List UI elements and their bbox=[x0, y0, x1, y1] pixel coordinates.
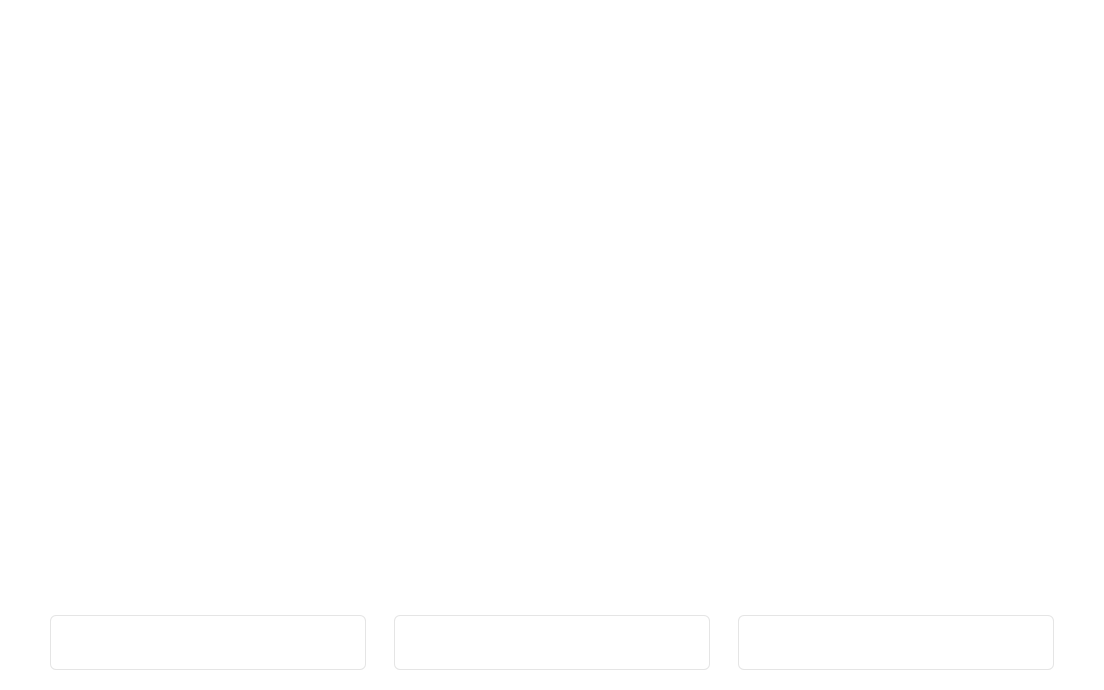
legend-avg-title bbox=[544, 636, 561, 645]
legend-min-title bbox=[200, 636, 217, 645]
legend-avg-dot-icon bbox=[544, 636, 553, 645]
legend-card-min bbox=[50, 615, 366, 670]
gauge-chart-container bbox=[0, 0, 1104, 690]
legend-min-dot-icon bbox=[200, 636, 209, 645]
legend-card-avg bbox=[394, 615, 710, 670]
legend-row bbox=[0, 615, 1104, 670]
gauge-area bbox=[0, 0, 1104, 560]
legend-max-title bbox=[888, 636, 905, 645]
legend-card-max bbox=[738, 615, 1054, 670]
legend-max-dot-icon bbox=[888, 636, 897, 645]
gauge-svg bbox=[0, 0, 1104, 560]
